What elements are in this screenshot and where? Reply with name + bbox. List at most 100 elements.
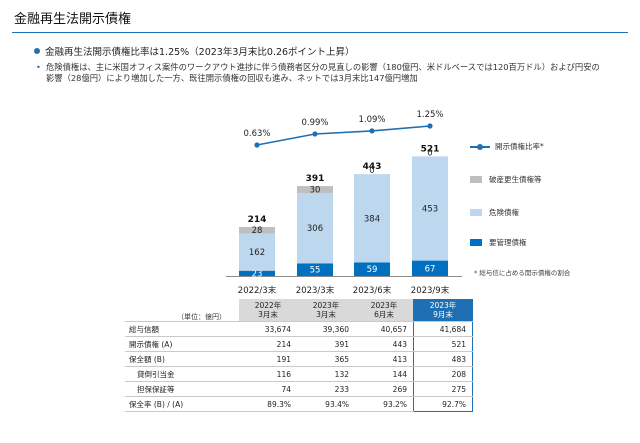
table-row: 担保保証等 74 233 269 275 xyxy=(125,381,473,397)
bar-value-label: 55 xyxy=(310,266,321,276)
bar-total-label: 443 xyxy=(363,162,382,172)
table-cell: 144 xyxy=(355,366,414,382)
table-cell: 41,684 xyxy=(413,321,473,337)
table-cell: 483 xyxy=(413,351,473,367)
row-label: 総与信額 xyxy=(125,321,239,337)
table-row: 保全率 (B) / (A) 89.3% 93.4% 93.2% 92.7% xyxy=(125,396,473,412)
table-row: 貸倒引当金 116 132 144 208 xyxy=(125,366,473,382)
row-label: 保全額 (B) xyxy=(125,351,239,367)
summary-bullet: 金融再生法開示債権比率は1.25%（2023年3月末比0.26ポイント上昇） xyxy=(34,44,355,58)
ratio-label: 1.25% xyxy=(416,110,443,120)
x-tick-label: 2023/3末 xyxy=(296,285,335,296)
table-cell: 443 xyxy=(355,336,414,352)
table-row: 保全額 (B) 191 365 413 483 xyxy=(125,351,473,367)
bar-value-label: 162 xyxy=(249,248,265,258)
table-cell: 39,360 xyxy=(297,321,355,337)
x-tick-label: 2022/3末 xyxy=(238,285,277,296)
detail-text: 危険債権は、主に米国オフィス案件のワークアウト進捗に伴う債務者区分の見直しの影響… xyxy=(46,62,600,83)
bar-total-label: 521 xyxy=(421,144,440,154)
bar-value-label: 384 xyxy=(364,214,380,224)
table-row: 総与信額 33,674 39,360 40,657 41,684 xyxy=(125,321,473,337)
bar-value-label: 30 xyxy=(310,186,321,196)
ratio-point xyxy=(254,142,260,148)
table-cell: 92.7% xyxy=(413,396,473,412)
x-tick-label: 2023/6末 xyxy=(353,285,392,296)
bar-segment-0-0 xyxy=(239,270,275,276)
table-cell: 208 xyxy=(413,366,473,382)
bar-segment-1-1 xyxy=(297,192,333,264)
swatch-yokanri-icon xyxy=(470,239,482,246)
legend-kiken-label: 危険債権 xyxy=(489,208,519,217)
table-row: 開示債権 (A) 214 391 443 521 xyxy=(125,336,473,352)
bar-total-label: 214 xyxy=(248,215,267,225)
ratio-label: 0.99% xyxy=(301,118,328,128)
detail-bullet: • 危険債権は、主に米国オフィス案件のワークアウト進捗に伴う債務者区分の見直しの影… xyxy=(36,62,606,84)
ratio-label: 0.63% xyxy=(243,129,270,139)
bar-segment-0-2 xyxy=(354,262,390,276)
sub-bullet-icon: • xyxy=(36,62,41,72)
table-cell: 365 xyxy=(297,351,355,367)
ratio-point xyxy=(312,131,318,137)
bar-segment-1-0 xyxy=(239,233,275,271)
legend-ratio-label: 開示債権比率* xyxy=(495,142,544,151)
ratio-point xyxy=(427,123,433,129)
bar-value-label: 306 xyxy=(307,224,323,234)
bar-total-label: 391 xyxy=(306,174,325,184)
col-header-2023-3: 2023年 3月末 xyxy=(297,299,355,322)
swatch-kiken-icon xyxy=(470,209,482,216)
bar-segment-1-2 xyxy=(354,174,390,263)
col-header-2023-6: 2023年 6月末 xyxy=(355,299,414,322)
legend-yokanri-label: 要管理債権 xyxy=(489,238,527,247)
summary-text: 金融再生法開示債権比率は1.25%（2023年3月末比0.26ポイント上昇） xyxy=(45,47,355,58)
ratio-label: 1.09% xyxy=(358,115,385,125)
swatch-hasan-icon xyxy=(470,176,482,183)
table-cell: 191 xyxy=(239,351,297,367)
legend-kiken: 危険債権 xyxy=(470,207,519,218)
table-cell: 269 xyxy=(355,381,414,397)
table-cell: 93.4% xyxy=(297,396,355,412)
x-tick-label: 2023/9末 xyxy=(411,285,450,296)
table-cell: 74 xyxy=(239,381,297,397)
row-label: 開示債権 (A) xyxy=(125,336,239,352)
row-label: 貸倒引当金 xyxy=(125,366,239,382)
legend-hasan: 破産更生債権等 xyxy=(470,174,542,185)
table-cell: 521 xyxy=(413,336,473,352)
legend-hasan-label: 破産更生債権等 xyxy=(489,175,542,184)
financial-table: 2022年 3月末 2023年 3月末 2023年 6月末 2023年 9月末 総与信額… xyxy=(125,299,473,412)
table-cell: 132 xyxy=(297,366,355,382)
bar-segment-2-0 xyxy=(239,227,275,234)
bar-value-label: 67 xyxy=(425,264,436,274)
table-cell: 89.3% xyxy=(239,396,297,412)
bar-value-label: 28 xyxy=(252,226,263,236)
table-cell: 233 xyxy=(297,381,355,397)
bar-value-label: 0 xyxy=(427,148,432,158)
table-cell: 40,657 xyxy=(355,321,414,337)
bullet-dot-icon xyxy=(34,48,40,54)
bar-value-label: 23 xyxy=(252,269,263,279)
line-marker-icon xyxy=(470,143,490,150)
table-cell: 413 xyxy=(355,351,414,367)
bar-value-label: 59 xyxy=(367,265,378,275)
bar-value-label: 0 xyxy=(369,166,374,176)
table-cell: 33,674 xyxy=(239,321,297,337)
bar-segment-0-3 xyxy=(412,260,448,276)
col-header-2023-9: 2023年 9月末 xyxy=(413,299,473,322)
bar-value-label: 453 xyxy=(422,204,438,214)
bar-segment-1-3 xyxy=(412,156,448,261)
ratio-line xyxy=(256,125,431,146)
table-cell: 275 xyxy=(413,381,473,397)
title-underline xyxy=(12,32,628,33)
table-cell: 214 xyxy=(239,336,297,352)
table-cell: 93.2% xyxy=(355,396,414,412)
ratio-point xyxy=(369,128,375,134)
table-cell: 116 xyxy=(239,366,297,382)
table-cell: 391 xyxy=(297,336,355,352)
col-header-2022-3: 2022年 3月末 xyxy=(239,299,297,322)
bar-segment-0-1 xyxy=(297,263,333,276)
row-label: 保全率 (B) / (A) xyxy=(125,396,239,412)
page-title: 金融再生法開示債権 xyxy=(14,12,132,27)
legend-ratio: 開示債権比率* xyxy=(470,141,544,152)
bar-segment-2-1 xyxy=(297,186,333,193)
row-label: 担保保証等 xyxy=(125,381,239,397)
